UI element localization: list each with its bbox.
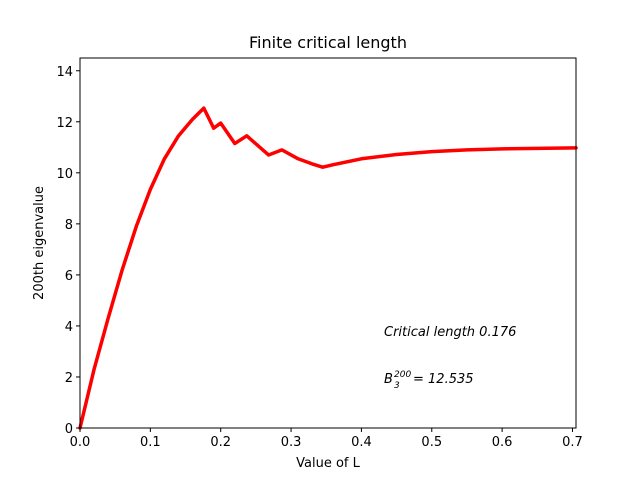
x-tick-label: 0.3	[281, 435, 302, 450]
y-tick-label: 0	[65, 422, 73, 437]
eigenvalue-value: = 12.535	[413, 372, 474, 387]
eigenvalue-annotation: B 3 200 = 12.535	[384, 370, 474, 391]
y-tick-label: 8	[65, 218, 73, 233]
y-tick-label: 2	[65, 371, 73, 386]
eigenvalue-symbol: B	[384, 372, 393, 387]
y-axis-label: 200th eigenvalue	[32, 186, 47, 300]
axes-frame	[79, 57, 577, 429]
y-axis: 0 2 4 6 8 10 12 14	[56, 65, 80, 437]
eigenvalue-superscript: 200	[394, 370, 411, 380]
y-tick-label: 14	[56, 65, 73, 80]
series-line-200th-eigenvalue	[78, 106, 578, 430]
x-axis: 0.0 0.1 0.2 0.3 0.4 0.5 0.6 0.7	[70, 428, 583, 450]
x-tick-label: 0.2	[210, 435, 231, 450]
x-tick-label: 0.7	[562, 435, 583, 450]
y-tick-label: 12	[56, 116, 73, 131]
x-tick-label: 0.6	[492, 435, 513, 450]
x-tick-label: 0.5	[421, 435, 442, 450]
x-tick-label: 0.1	[140, 435, 161, 450]
eigenvalue-subscript: 3	[394, 381, 400, 391]
y-tick-label: 4	[65, 320, 73, 335]
x-axis-label: Value of L	[296, 456, 360, 471]
y-tick-label: 6	[65, 269, 73, 284]
x-tick-label: 0.0	[70, 435, 91, 450]
chart-title: Finite critical length	[249, 33, 407, 52]
critical-length-annotation: Critical length 0.176	[384, 325, 516, 340]
y-tick-label: 10	[56, 167, 73, 182]
plot-area	[78, 57, 578, 430]
x-tick-label: 0.4	[351, 435, 372, 450]
